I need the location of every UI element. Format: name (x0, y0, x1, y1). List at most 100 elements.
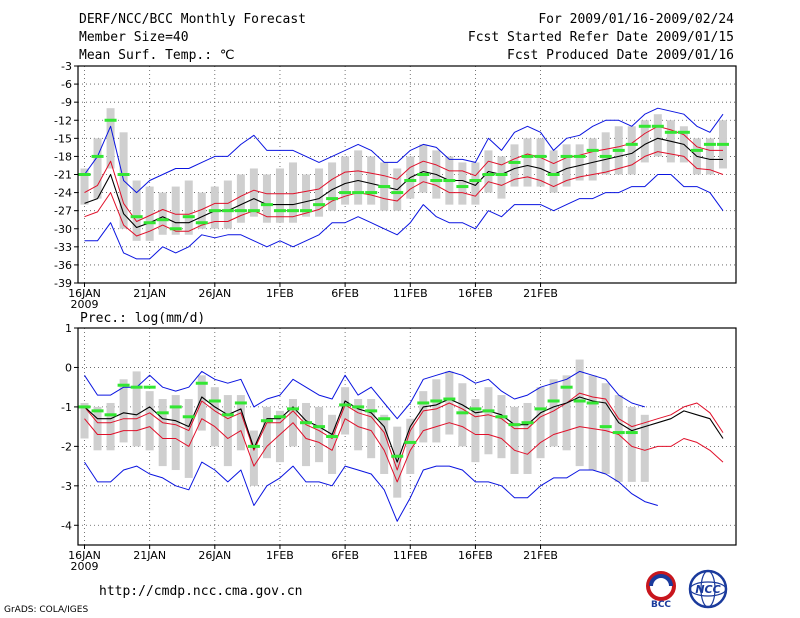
bcc-logo-text: BCC (651, 600, 671, 609)
y-tick-label: -6 (61, 78, 72, 91)
x-tick-label: 1FEB (266, 549, 294, 562)
member-size: Member Size=40 (79, 30, 189, 45)
chart-title: DERF/NCC/BCC Monthly Forecast (79, 12, 306, 27)
y-tick-label: -30 (54, 223, 72, 236)
x-tick-label: 21JAN (133, 549, 166, 562)
observed-marker (469, 179, 482, 183)
observed-marker (521, 154, 534, 158)
ensemble-spread-box (119, 379, 128, 443)
ensemble-upper-line (84, 125, 723, 222)
observed-marker (469, 407, 482, 411)
ensemble-spread-box (93, 406, 102, 451)
observed-marker (104, 118, 117, 122)
x-tick-label: 6FEB (331, 287, 359, 300)
ensemble-spread-box (458, 383, 467, 447)
observed-marker (169, 227, 182, 231)
y-tick-label: -18 (54, 150, 72, 163)
x-year-label: 2009 (71, 560, 99, 573)
observed-marker (326, 197, 339, 201)
observed-marker (143, 385, 156, 389)
ensemble-upper-line (84, 392, 724, 471)
x-tick-label: 16FEB (458, 287, 493, 300)
ensemble-spread-box (288, 162, 297, 223)
ensemble-spread-box (184, 180, 193, 235)
ensemble-spread-box (419, 391, 428, 443)
ensemble-spread-box (601, 132, 610, 175)
x-tick-label: 16JAN (68, 549, 101, 562)
observed-marker (273, 415, 286, 419)
source-url: http://cmdp.ncc.cma.gov.cn (99, 584, 303, 599)
observed-marker (208, 399, 221, 403)
y-tick-label: -39 (54, 277, 72, 290)
y-tick-label: 1 (65, 322, 72, 335)
ensemble-spread-box (575, 359, 584, 467)
observed-marker (286, 407, 299, 411)
ensemble-spread-box (432, 379, 441, 443)
ensemble-spread-box (354, 399, 363, 451)
observed-marker (430, 179, 443, 183)
observed-marker (195, 221, 208, 225)
observed-marker (430, 399, 443, 403)
grads-credit: GrADS: COLA/IGES (4, 605, 89, 615)
observed-marker (326, 435, 339, 438)
ensemble-spread-box (328, 162, 337, 211)
ensemble-spread-box (145, 186, 154, 241)
observed-marker (482, 173, 495, 176)
observed-marker (378, 185, 391, 189)
observed-marker (300, 421, 313, 425)
observed-marker (521, 421, 534, 425)
ensemble-spread-box (223, 180, 232, 229)
ensemble-spread-box (171, 395, 180, 471)
observed-marker (391, 191, 404, 195)
ensemble-spread-box (275, 168, 284, 223)
observed-marker (339, 191, 352, 195)
ensemble-spread-box (484, 387, 493, 455)
observed-marker (300, 209, 313, 213)
observed-marker (130, 215, 143, 219)
observed-marker (638, 124, 651, 128)
observed-marker (313, 203, 326, 207)
observed-marker (586, 148, 599, 152)
ensemble-spread-box (106, 402, 115, 451)
ensemble-min-line (84, 174, 724, 260)
x-tick-label: 21JAN (133, 287, 166, 300)
observed-marker (391, 454, 404, 458)
x-tick-label: 26JAN (198, 287, 231, 300)
ensemble-mean-line (84, 396, 724, 463)
observed-marker (508, 423, 521, 427)
observed-marker (273, 209, 286, 213)
x-year-label: 2009 (71, 298, 99, 311)
observed-marker (547, 399, 560, 403)
ensemble-spread-box (380, 414, 389, 474)
x-tick-label: 21FEB (523, 549, 558, 562)
x-tick-label: 11FEB (393, 549, 428, 562)
observed-marker (91, 409, 104, 413)
ensemble-spread-box (315, 168, 324, 217)
ensemble-spread-box (132, 180, 141, 241)
precipitation-panel: 16JAN 21JAN 26JAN 1FEB 6FEB 11FEB 16FEB 21FEB 20… (61, 322, 737, 573)
ensemble-spread-box (262, 174, 271, 223)
ensemble-spread-box (562, 144, 571, 187)
observed-marker (612, 148, 625, 152)
observed-marker (534, 154, 547, 158)
observed-marker (703, 142, 716, 146)
x-tick-label: 11FEB (393, 287, 428, 300)
ensemble-spread-box (471, 162, 480, 205)
ensemble-spread-box (497, 156, 506, 199)
ensemble-spread-box (510, 406, 519, 474)
y-tick-label: -24 (54, 187, 72, 200)
ensemble-spread-box (497, 395, 506, 459)
ensemble-spread-box (523, 402, 532, 474)
ensemble-spread-box (562, 375, 571, 451)
y-tick-label: -27 (54, 205, 72, 218)
ensemble-spread-box (536, 387, 545, 459)
observed-marker (78, 405, 91, 409)
observed-marker (195, 381, 208, 385)
observed-marker (560, 154, 573, 158)
observed-marker (443, 397, 456, 401)
ncc-logo-text: NCC (695, 583, 720, 596)
x-tick-label: 21FEB (523, 287, 558, 300)
ensemble-spread-box (627, 126, 636, 175)
ensemble-spread-box (367, 156, 376, 205)
temperature-panel: 16JAN 21JAN 26JAN 1FEB 6FEB 11FEB 16FEB 21FEB 20… (54, 60, 737, 311)
